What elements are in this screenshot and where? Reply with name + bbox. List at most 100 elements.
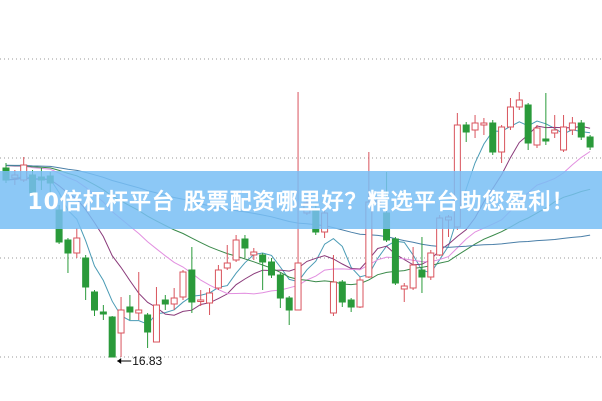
candle-body xyxy=(551,129,559,134)
candle xyxy=(400,283,408,302)
candle xyxy=(64,238,72,273)
candle-body xyxy=(197,299,205,302)
candle xyxy=(347,298,355,312)
candle xyxy=(161,295,169,310)
candle-body xyxy=(418,269,426,278)
candle-body xyxy=(586,136,594,148)
candle xyxy=(480,118,488,135)
candle-body xyxy=(135,309,143,314)
candle-body xyxy=(427,252,435,278)
low-price-label: 16.83 xyxy=(132,354,162,368)
candle xyxy=(250,248,258,260)
candle-body xyxy=(82,257,90,288)
candle xyxy=(73,228,81,258)
candle-body xyxy=(170,297,178,305)
candle xyxy=(462,122,470,142)
candle-body xyxy=(99,311,107,315)
candle-body xyxy=(524,104,532,144)
candle-body xyxy=(391,238,399,284)
candle xyxy=(285,296,293,325)
candle-body xyxy=(471,122,479,131)
candle-body xyxy=(356,279,364,308)
candle-body xyxy=(329,281,337,314)
candle-body xyxy=(347,299,355,308)
candle xyxy=(206,288,214,315)
candle xyxy=(99,305,107,320)
candle-body xyxy=(489,122,497,153)
candle xyxy=(506,98,514,130)
candle xyxy=(533,125,541,148)
candle-body xyxy=(188,269,196,303)
candle-body xyxy=(338,281,346,303)
candle xyxy=(542,93,550,145)
candle-body xyxy=(533,127,541,146)
candle-body xyxy=(506,106,514,128)
candle xyxy=(356,277,364,308)
candle-body xyxy=(480,122,488,126)
candle xyxy=(577,120,585,140)
candle-body xyxy=(232,239,240,261)
candle xyxy=(329,255,337,316)
candle-body xyxy=(250,251,258,256)
candle-body xyxy=(91,291,98,311)
candle-body xyxy=(515,99,523,108)
candle xyxy=(560,115,568,152)
candle xyxy=(489,120,497,155)
candle xyxy=(471,115,479,138)
candle-body xyxy=(64,239,72,254)
candle-body xyxy=(241,238,249,249)
candle xyxy=(241,235,249,258)
candle-body xyxy=(542,138,550,142)
candle xyxy=(268,258,275,278)
banner-text: 10倍杠杆平台 股票配资哪里好？精选平台助您盈利！ xyxy=(27,190,575,215)
candle xyxy=(179,270,187,300)
candle-body xyxy=(276,274,284,299)
candle xyxy=(197,290,205,306)
candle-body xyxy=(206,292,214,304)
candle-body xyxy=(117,309,125,334)
candle xyxy=(144,313,152,348)
candle-body xyxy=(285,297,293,311)
candle-body xyxy=(294,262,302,311)
candle xyxy=(391,237,399,285)
candle-body xyxy=(152,304,160,343)
candle xyxy=(524,103,532,150)
title-banner: 10倍杠杆平台 股票配资哪里好？精选平台助您盈利！ xyxy=(0,171,602,229)
candle-body xyxy=(568,122,576,131)
candle xyxy=(498,125,506,163)
candle-body xyxy=(214,269,222,289)
candle-body xyxy=(223,262,231,269)
candle-body xyxy=(161,299,169,305)
candle-body xyxy=(144,314,152,333)
candle xyxy=(135,272,143,320)
candle-body xyxy=(462,124,470,133)
low-annotation: 16.83 xyxy=(117,354,163,368)
candle xyxy=(259,253,267,290)
candle xyxy=(108,316,116,358)
candle xyxy=(91,290,98,316)
candle-body xyxy=(268,261,275,276)
candle xyxy=(214,265,222,290)
candle xyxy=(170,288,178,310)
candle xyxy=(223,245,231,270)
candle-body xyxy=(108,316,116,358)
candle xyxy=(409,247,417,290)
candle xyxy=(82,255,90,300)
candle xyxy=(188,247,196,313)
candle xyxy=(515,92,523,110)
candle xyxy=(276,273,284,308)
candle-body xyxy=(400,285,408,290)
candle xyxy=(586,135,594,150)
candle-body xyxy=(560,126,568,151)
candle xyxy=(418,237,426,293)
candle-body xyxy=(409,264,417,289)
candle xyxy=(152,287,160,343)
candle-body xyxy=(498,126,506,153)
candle-body xyxy=(259,254,267,263)
candle xyxy=(126,295,134,320)
candle-body xyxy=(126,306,134,313)
candle-body xyxy=(73,237,81,254)
candle xyxy=(427,250,435,280)
candle xyxy=(232,235,240,262)
candle-body xyxy=(179,271,187,298)
